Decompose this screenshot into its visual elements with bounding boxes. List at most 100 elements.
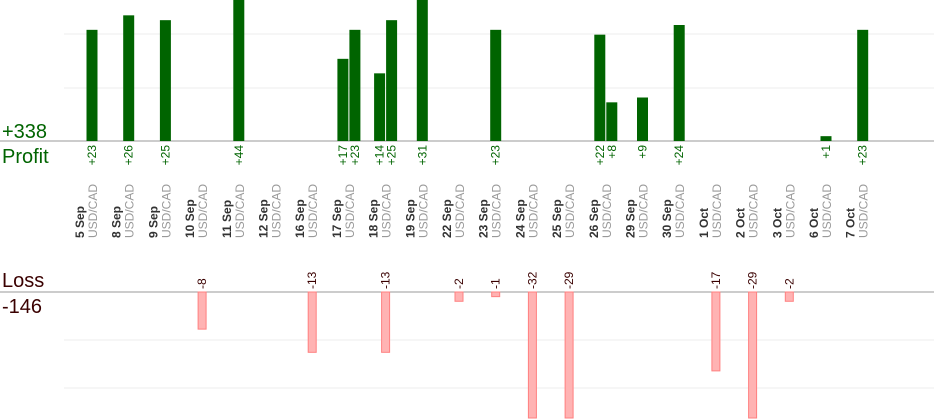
loss-value-label: -29	[746, 271, 760, 289]
profit-bar	[349, 29, 361, 141]
x-tick-date: 2 Oct	[734, 208, 748, 238]
profit-value-label: +23	[856, 145, 870, 166]
x-tick-pair: USD/CAD	[783, 184, 797, 238]
x-tick-date: 9 Sep	[146, 206, 160, 238]
profit-bar	[233, 0, 245, 141]
x-tick-date: 6 Oct	[807, 208, 821, 238]
loss-label: Loss	[2, 270, 44, 292]
x-tick-pair: USD/CAD	[710, 184, 724, 238]
x-tick-pair: USD/CAD	[416, 184, 430, 238]
loss-value-label: -29	[562, 271, 576, 289]
loss-value-label: -1	[489, 278, 503, 289]
x-tick-pair: USD/CAD	[563, 184, 577, 238]
x-tick-pair: USD/CAD	[747, 184, 761, 238]
profit-total: +338	[2, 121, 47, 143]
x-tick-pair: USD/CAD	[453, 184, 467, 238]
loss-bar	[381, 291, 391, 353]
x-tick-pair: USD/CAD	[270, 184, 284, 238]
x-tick-pair: USD/CAD	[159, 184, 173, 238]
profit-value-label: +8	[605, 145, 619, 159]
x-tick-pair: USD/CAD	[343, 184, 357, 238]
loss-bar	[748, 291, 758, 419]
x-tick-pair: USD/CAD	[380, 184, 394, 238]
loss-value-label: -2	[452, 278, 466, 289]
profit-value-label: +23	[489, 145, 503, 166]
loss-value-label: -13	[305, 271, 319, 289]
profit-value-label: +26	[122, 145, 136, 166]
loss-value-label: -2	[782, 278, 796, 289]
profit-value-label: +23	[348, 145, 362, 166]
x-tick-date: 11 Sep	[220, 200, 234, 238]
x-tick-pair: USD/CAD	[820, 184, 834, 238]
x-tick-pair: USD/CAD	[196, 184, 210, 238]
x-tick-date: 18 Sep	[367, 199, 381, 238]
profit-bar	[416, 0, 428, 141]
profit-value-label: +23	[85, 145, 99, 166]
profit-bar	[594, 34, 606, 141]
x-tick-date: 23 Sep	[477, 199, 491, 238]
profit-value-label: +1	[819, 145, 833, 159]
profit-bar	[637, 97, 648, 141]
x-tick-pair: USD/CAD	[526, 184, 540, 238]
x-tick-date: 17 Sep	[330, 199, 344, 238]
x-tick-date: 19 Sep	[403, 199, 417, 238]
x-tick-pair: USD/CAD	[673, 184, 687, 238]
loss-value-label: -8	[195, 278, 209, 289]
x-tick-date: 16 Sep	[293, 199, 307, 238]
x-tick-date: 25 Sep	[550, 199, 564, 238]
profit-value-label: +25	[385, 145, 399, 166]
loss-bar	[454, 291, 464, 302]
x-tick-pair: USD/CAD	[600, 184, 614, 238]
x-tick-date: 7 Oct	[844, 208, 858, 238]
x-tick-date: 22 Sep	[440, 199, 454, 238]
x-tick-date: 30 Sep	[660, 199, 674, 238]
loss-bar	[527, 291, 537, 419]
x-tick-pair: USD/CAD	[123, 184, 137, 238]
profit-bar	[490, 29, 502, 141]
profit-value-label: +17	[336, 145, 350, 166]
profit-bar	[820, 136, 832, 141]
x-tick-date: 8 Sep	[110, 206, 124, 238]
x-tick-date: 24 Sep	[513, 199, 527, 238]
profit-value-label: +31	[415, 145, 429, 166]
loss-value-label: -13	[379, 271, 393, 289]
profit-value-label: +14	[373, 145, 387, 166]
profit-bar	[123, 15, 135, 141]
chart-marks: +235 Sep USD/CAD+268 Sep USD/CAD+259 Sep US…	[73, 0, 871, 419]
x-tick-date: 5 Sep	[73, 206, 87, 238]
profit-bar	[86, 29, 98, 141]
profit-value-label: +24	[672, 145, 686, 166]
profit-value-label: +44	[232, 145, 246, 166]
profit-bar	[673, 25, 685, 141]
loss-bar	[784, 291, 794, 302]
profit-bar	[857, 29, 869, 141]
loss-bar	[491, 291, 501, 298]
loss-total: -146	[2, 296, 42, 318]
x-tick-pair: USD/CAD	[306, 184, 320, 238]
x-tick-pair: USD/CAD	[86, 184, 100, 238]
profit-bar	[606, 102, 618, 141]
x-tick-pair: USD/CAD	[233, 184, 247, 238]
loss-bar	[711, 291, 721, 372]
x-tick-pair: USD/CAD	[637, 184, 651, 238]
x-tick-date: 3 Oct	[770, 208, 784, 238]
profit-bar	[159, 20, 171, 142]
loss-bar	[197, 291, 207, 330]
loss-bar	[564, 291, 574, 419]
profit-bar	[386, 20, 398, 142]
x-tick-pair: USD/CAD	[490, 184, 504, 238]
profit-value-label: +9	[636, 145, 650, 159]
x-tick-pair: USD/CAD	[857, 184, 871, 238]
loss-bar	[307, 291, 317, 353]
loss-value-label: -32	[525, 271, 539, 289]
x-tick-date: 1 Oct	[697, 208, 711, 238]
loss-value-label: -17	[709, 271, 723, 289]
x-tick-date: 12 Sep	[257, 199, 271, 238]
x-tick-date: 26 Sep	[587, 199, 601, 238]
profit-value-label: +22	[593, 145, 607, 166]
profit-bar	[337, 58, 349, 142]
profit-bar	[374, 73, 386, 141]
x-tick-date: 10 Sep	[183, 199, 197, 238]
profit-value-label: +25	[158, 145, 172, 166]
